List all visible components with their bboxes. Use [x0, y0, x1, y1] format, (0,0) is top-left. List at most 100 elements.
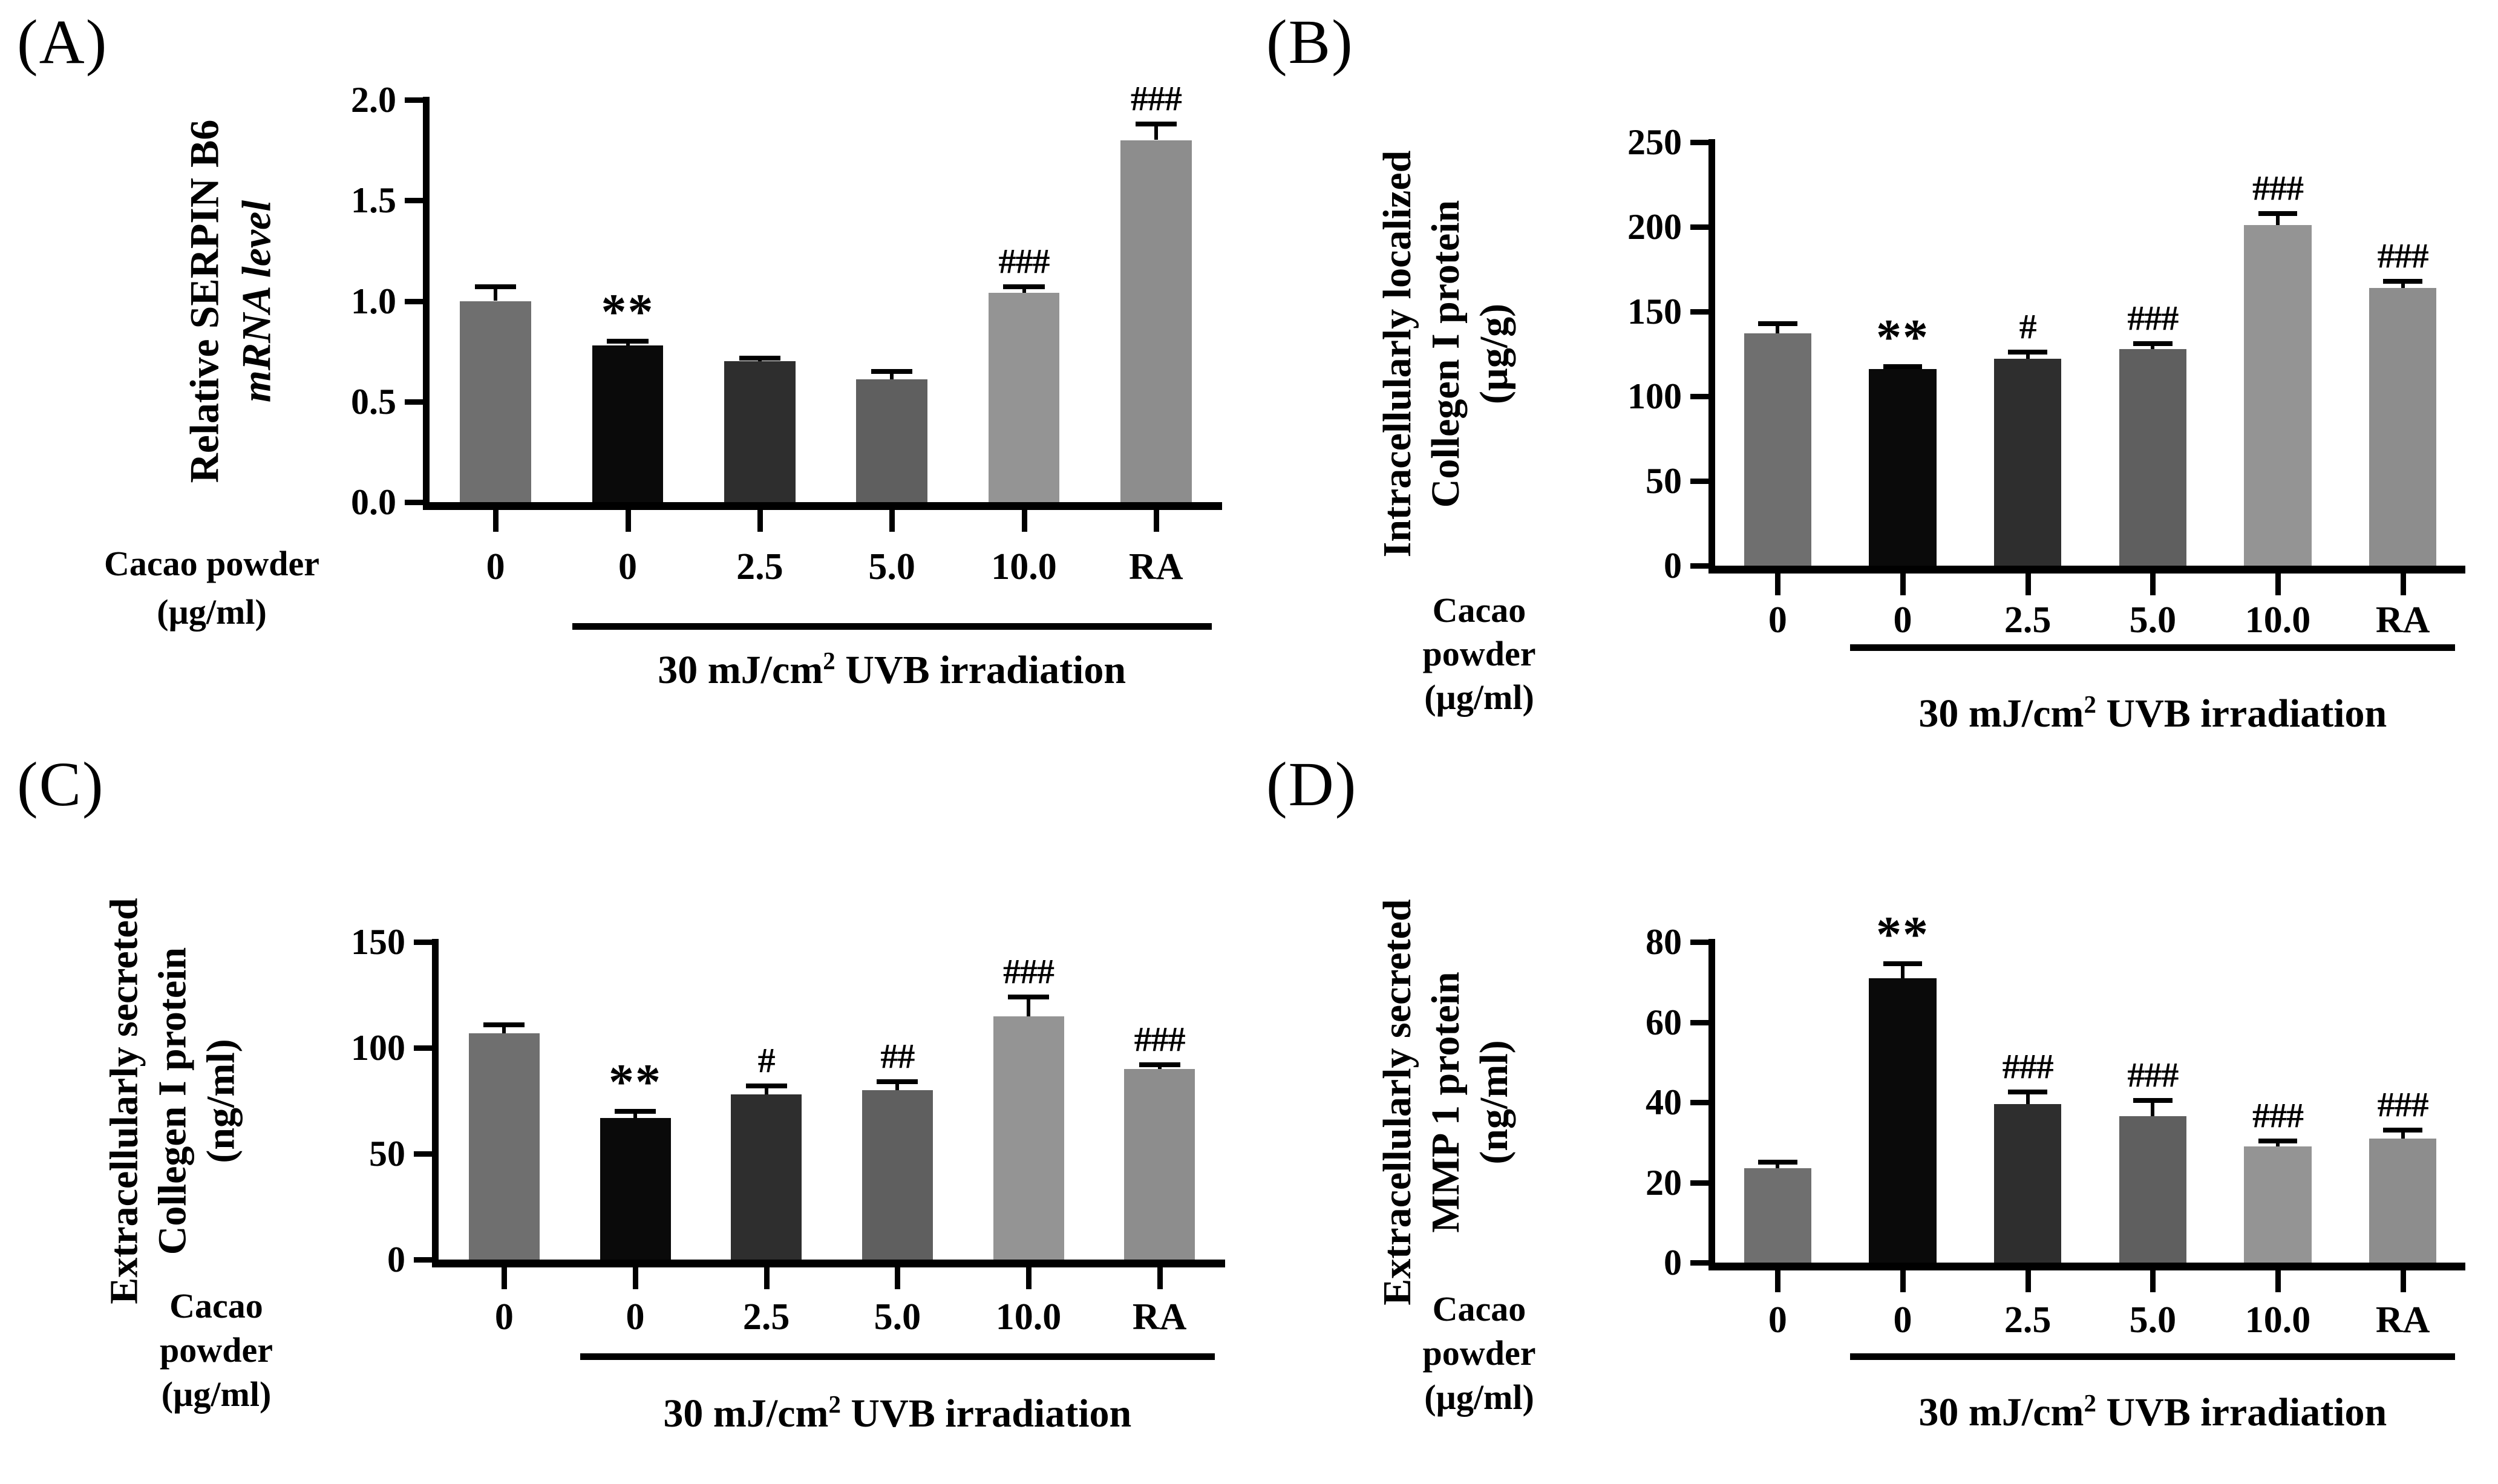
error-bar-stem [764, 1086, 768, 1094]
error-bar-cap [2133, 341, 2173, 347]
treatment-label-part: UVB irradiation [835, 648, 1126, 692]
y-axis-spine [1708, 939, 1715, 1270]
category-label: RA [2375, 1299, 2430, 1341]
x-group-label-line: powder [160, 1330, 273, 1370]
y-tick-label: 50 [1646, 461, 1682, 501]
x-tick [1775, 574, 1781, 595]
y-tick [405, 500, 423, 505]
panel-C: (C) Extracellularly secreted Collegen I pr… [0, 742, 1249, 1484]
error-bar-cap [877, 1079, 918, 1084]
bar [600, 1117, 671, 1260]
bar [2119, 348, 2187, 566]
treatment-underline [580, 1353, 1215, 1360]
x-tick [2400, 574, 2406, 595]
error-bar-cap [1003, 284, 1045, 290]
y-tick-label: 0 [1664, 1243, 1682, 1283]
treatment-label: 30 mJ/cm2 UVB irradiation [1850, 684, 2455, 735]
significance-marker: ## [880, 1036, 915, 1076]
error-bar-stem [494, 287, 498, 301]
y-tick [1690, 940, 1708, 945]
category-label: 0 [618, 546, 637, 587]
error-bar-stem [2026, 352, 2030, 359]
x-group-label: Cacao powder (µg/ml) [36, 540, 387, 636]
bar [468, 1033, 540, 1260]
error-bar-stem [1901, 964, 1905, 978]
y-tick-label: 2.0 [351, 80, 396, 120]
y-tick [405, 97, 423, 103]
bar [2369, 1138, 2437, 1263]
error-bar-cap [474, 284, 517, 290]
y-axis-label-line: Relative SERPIN B6 [181, 119, 227, 483]
category-label: 5.0 [874, 1296, 921, 1338]
y-tick [414, 940, 432, 945]
error-bar-stem [633, 1111, 637, 1118]
bar [460, 301, 532, 502]
significance-marker: ### [1130, 78, 1182, 118]
x-tick [1775, 1270, 1781, 1292]
x-group-label: Cacao powder (µg/ml) [1286, 589, 1673, 719]
panel-D: (D) Extracellularly secreted MMP 1 protein… [1249, 742, 2498, 1484]
bar [731, 1094, 802, 1260]
x-tick [1021, 510, 1027, 532]
x-group-label-line: powder [1422, 1333, 1536, 1373]
plot-area: 0.0 0.5 1.0 1.5 2.0 0 ** 0 2.5 5.0 ### 10.0 ### RA [351, 80, 1222, 586]
significance-marker: ### [2002, 1047, 2054, 1087]
x-axis-spine [432, 1260, 1225, 1267]
x-tick [763, 1267, 770, 1289]
category-label: 0 [494, 1296, 514, 1338]
x-group-label-line: (µg/ml) [1424, 1378, 1534, 1417]
y-tick-label: 150 [351, 922, 405, 962]
treatment-label-part: UVB irradiation [2096, 691, 2387, 736]
x-tick [2400, 1270, 2406, 1292]
category-label: 0 [1893, 600, 1912, 641]
y-tick [1690, 1019, 1708, 1025]
category-label: 2.5 [742, 1296, 790, 1338]
plot-area: 0 20 40 60 80 0 ** 0 ### 2.5 ### 5.0 ### 10.0 ### RA [1646, 909, 2465, 1339]
x-tick [2025, 574, 2031, 595]
y-tick-label: 0.0 [351, 482, 396, 522]
x-tick [1900, 1270, 1906, 1292]
y-tick [405, 198, 423, 204]
x-group-label-line: Cacao [1432, 590, 1526, 630]
error-bar-cap [1757, 321, 1797, 326]
error-bar-stem [2151, 344, 2155, 349]
significance-marker: ### [998, 241, 1050, 281]
treatment-label-part: 2 [828, 1391, 841, 1418]
x-axis-spine [1708, 566, 2465, 574]
x-group-label-line: powder [1422, 634, 1536, 673]
x-tick [2025, 1270, 2031, 1292]
y-tick-label: 100 [1627, 376, 1682, 416]
bar [592, 345, 664, 502]
panel-A: (A) Relative SERPIN B6 mRNA level 0.0 0.5 1.0… [0, 0, 1249, 742]
x-tick [2150, 574, 2156, 595]
significance-marker: ** [601, 284, 655, 340]
x-tick [1157, 1267, 1163, 1289]
y-tick-label: 80 [1646, 922, 1682, 962]
y-tick-label: 20 [1646, 1162, 1682, 1203]
y-tick-label: 60 [1646, 1002, 1682, 1042]
y-tick-label: 150 [1627, 292, 1682, 332]
category-label: 2.5 [736, 546, 783, 587]
error-bar-stem [895, 1082, 900, 1090]
error-bar-cap [1139, 1062, 1180, 1067]
error-bar-cap [2258, 211, 2298, 216]
treatment-label-part: 30 mJ/cm [663, 1391, 829, 1436]
plot-area: 0 50 100 150 0 ** 0 #2.5 ## 5.0 ### 10.0 ### RA [351, 923, 1225, 1336]
treatment-label-part: 2 [2084, 691, 2096, 718]
bar [1869, 369, 1937, 566]
y-tick-label: 100 [351, 1028, 405, 1068]
treatment-label-part: 2 [823, 647, 835, 675]
panel-B: (B) Intracellularly localized Collegen I p… [1249, 0, 2498, 742]
error-bar-cap [745, 1084, 787, 1088]
treatment-label-part: UVB irradiation [840, 1391, 1132, 1436]
bar [1869, 978, 1937, 1263]
x-group-label: Cacao powder (µg/ml) [1286, 1287, 1673, 1419]
error-bar-cap [1757, 1160, 1797, 1165]
error-bar-stem [890, 371, 894, 380]
y-tick [1690, 1260, 1708, 1266]
error-bar-stem [1022, 287, 1026, 293]
y-tick-label: 50 [369, 1134, 405, 1174]
error-bar-cap [615, 1109, 656, 1114]
y-tick [1690, 394, 1708, 399]
